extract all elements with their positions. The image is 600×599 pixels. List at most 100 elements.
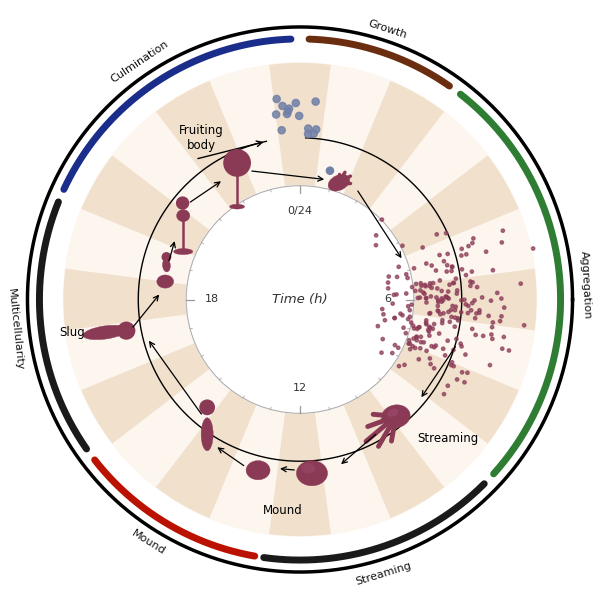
- Circle shape: [284, 108, 292, 115]
- Circle shape: [491, 321, 494, 324]
- Circle shape: [469, 280, 472, 283]
- Circle shape: [428, 282, 431, 285]
- Circle shape: [305, 131, 311, 138]
- Circle shape: [427, 330, 431, 333]
- Circle shape: [500, 314, 503, 318]
- Text: Streaming: Streaming: [417, 432, 478, 445]
- Circle shape: [421, 246, 424, 249]
- Circle shape: [500, 297, 503, 300]
- Circle shape: [424, 321, 428, 325]
- Circle shape: [386, 287, 390, 290]
- Circle shape: [424, 285, 427, 288]
- Circle shape: [431, 327, 434, 331]
- Circle shape: [454, 316, 457, 319]
- Circle shape: [446, 252, 449, 256]
- Circle shape: [283, 110, 290, 117]
- Circle shape: [415, 335, 418, 338]
- Circle shape: [434, 269, 437, 272]
- Circle shape: [408, 315, 412, 319]
- Circle shape: [416, 297, 419, 300]
- Circle shape: [380, 307, 384, 311]
- Circle shape: [430, 344, 433, 348]
- Circle shape: [490, 333, 493, 336]
- Circle shape: [386, 281, 390, 285]
- Circle shape: [464, 273, 467, 277]
- Circle shape: [403, 363, 406, 367]
- Circle shape: [312, 98, 319, 105]
- Circle shape: [425, 319, 428, 322]
- Circle shape: [448, 283, 451, 286]
- Ellipse shape: [246, 461, 270, 480]
- Ellipse shape: [296, 461, 328, 486]
- Circle shape: [464, 302, 467, 306]
- Circle shape: [419, 289, 422, 292]
- Circle shape: [162, 253, 170, 261]
- Circle shape: [436, 287, 439, 290]
- Circle shape: [440, 322, 444, 325]
- Circle shape: [296, 112, 303, 119]
- Circle shape: [442, 259, 446, 263]
- Circle shape: [470, 301, 474, 305]
- Circle shape: [383, 319, 386, 322]
- Circle shape: [313, 126, 320, 133]
- Circle shape: [455, 289, 459, 292]
- Wedge shape: [300, 300, 444, 518]
- Circle shape: [482, 334, 485, 338]
- Circle shape: [423, 292, 426, 295]
- Text: Fruiting
body: Fruiting body: [179, 124, 224, 152]
- Circle shape: [488, 364, 491, 367]
- Circle shape: [392, 293, 395, 297]
- Circle shape: [393, 343, 397, 347]
- Circle shape: [411, 344, 415, 348]
- Circle shape: [446, 264, 449, 267]
- Circle shape: [446, 296, 449, 300]
- Circle shape: [464, 253, 468, 256]
- Circle shape: [425, 301, 428, 304]
- Circle shape: [418, 296, 422, 300]
- Circle shape: [454, 305, 457, 308]
- Ellipse shape: [83, 325, 128, 340]
- Wedge shape: [300, 268, 536, 331]
- Circle shape: [397, 346, 400, 349]
- Circle shape: [470, 270, 473, 273]
- Circle shape: [442, 392, 446, 396]
- Circle shape: [437, 300, 440, 304]
- Circle shape: [410, 286, 414, 289]
- Circle shape: [435, 232, 439, 236]
- Circle shape: [406, 317, 410, 320]
- Circle shape: [428, 334, 431, 337]
- Circle shape: [425, 297, 428, 300]
- Circle shape: [391, 352, 394, 355]
- Circle shape: [402, 326, 405, 329]
- Ellipse shape: [388, 409, 398, 416]
- Circle shape: [438, 279, 442, 282]
- Circle shape: [428, 312, 431, 315]
- Circle shape: [418, 325, 421, 329]
- Circle shape: [433, 322, 436, 326]
- Circle shape: [387, 275, 391, 278]
- Wedge shape: [64, 268, 300, 331]
- Circle shape: [380, 351, 383, 355]
- Circle shape: [407, 338, 411, 342]
- Circle shape: [503, 306, 506, 309]
- Circle shape: [412, 324, 415, 328]
- Text: Culmination: Culmination: [109, 39, 170, 85]
- Circle shape: [447, 310, 450, 313]
- Circle shape: [449, 364, 453, 367]
- Circle shape: [422, 291, 425, 294]
- Circle shape: [455, 292, 458, 295]
- Circle shape: [310, 130, 317, 137]
- Circle shape: [463, 380, 466, 384]
- Circle shape: [419, 282, 422, 285]
- Circle shape: [501, 229, 505, 232]
- Circle shape: [408, 308, 412, 312]
- Circle shape: [454, 277, 458, 280]
- Text: Growth: Growth: [367, 18, 409, 40]
- Circle shape: [455, 337, 458, 341]
- Circle shape: [427, 328, 430, 332]
- Text: 6: 6: [385, 295, 392, 304]
- Circle shape: [481, 296, 484, 299]
- Circle shape: [466, 311, 470, 314]
- Circle shape: [415, 338, 418, 342]
- Circle shape: [428, 357, 431, 360]
